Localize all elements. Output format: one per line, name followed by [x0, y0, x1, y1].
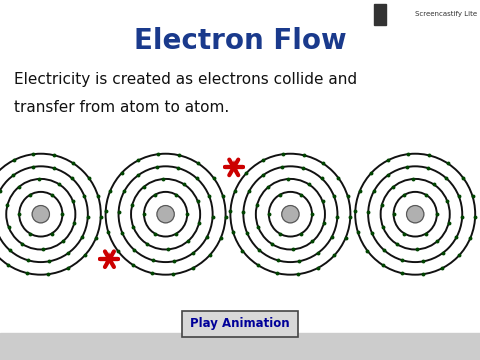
Text: Play Animation: Play Animation	[190, 318, 290, 330]
Text: Screencastify Lite: Screencastify Lite	[416, 12, 478, 17]
Bar	[374, 4, 386, 25]
Ellipse shape	[282, 206, 299, 223]
Text: Electron Flow: Electron Flow	[134, 27, 346, 55]
Text: transfer from atom to atom.: transfer from atom to atom.	[14, 100, 229, 116]
FancyBboxPatch shape	[182, 311, 298, 337]
Bar	[0, 333, 480, 360]
Ellipse shape	[407, 206, 424, 223]
Ellipse shape	[32, 206, 49, 223]
Ellipse shape	[157, 206, 174, 223]
Text: Electricity is created as electrons collide and: Electricity is created as electrons coll…	[14, 72, 358, 87]
